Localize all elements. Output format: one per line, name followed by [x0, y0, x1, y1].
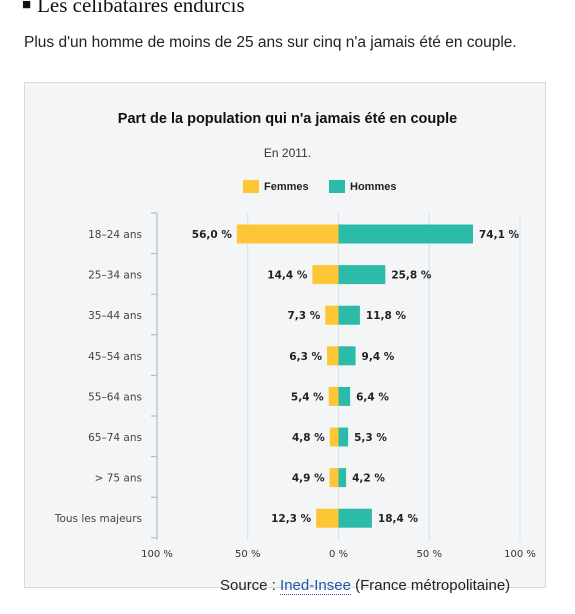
chart-subtitle: En 2011.	[263, 146, 312, 160]
data-label-femmes: 14,4 %	[267, 270, 308, 282]
category-label: 45–54 ans	[88, 351, 142, 363]
chart-container	[24, 82, 546, 588]
section-title-text: Les célibataires endurcis	[37, 0, 245, 17]
bar-femmes	[327, 346, 339, 366]
section-square-icon: ■	[22, 0, 32, 13]
bar-femmes	[325, 305, 339, 325]
bar-hommes	[338, 427, 349, 447]
legend-item-femmes[interactable]: Femmes	[243, 180, 309, 193]
data-label-femmes: 4,9 %	[292, 473, 325, 485]
data-label-femmes: 5,4 %	[291, 391, 324, 403]
data-label-femmes: 7,3 %	[287, 310, 320, 322]
bar-femmes	[236, 224, 339, 244]
data-label-hommes: 9,4 %	[362, 351, 395, 363]
data-label-femmes: 4,8 %	[292, 432, 325, 444]
legend-swatch-femmes	[243, 180, 259, 193]
bar-femmes	[316, 508, 339, 528]
bar-hommes	[338, 224, 473, 244]
bar-femmes	[328, 386, 339, 406]
bar-hommes	[338, 386, 351, 406]
source-prefix: Source :	[220, 577, 281, 594]
bar-hommes	[338, 468, 347, 488]
data-label-hommes: 4,2 %	[352, 473, 385, 485]
legend-label-femmes: Femmes	[264, 180, 309, 193]
x-tick-label: 0 %	[329, 549, 348, 560]
data-label-hommes: 25,8 %	[391, 270, 432, 282]
data-label-femmes: 56,0 %	[192, 229, 233, 241]
lede-text: Plus d'un homme de moins de 25 ans sur c…	[24, 34, 517, 51]
legend-swatch-hommes	[329, 180, 345, 193]
x-tick-label: 100 %	[504, 549, 536, 560]
data-label-femmes: 12,3 %	[271, 513, 312, 525]
legend-item-hommes[interactable]: Hommes	[329, 180, 396, 193]
legend-label-hommes: Hommes	[350, 180, 397, 193]
section-title: ■ Les célibataires endurcis	[22, 0, 245, 18]
bar-femmes	[312, 265, 339, 285]
category-label: 35–44 ans	[88, 310, 142, 322]
x-tick-label: 100 %	[141, 549, 173, 560]
category-label: 18–24 ans	[88, 229, 142, 241]
data-label-hommes: 18,4 %	[378, 513, 419, 525]
data-label-hommes: 5,3 %	[354, 432, 387, 444]
data-label-hommes: 6,4 %	[356, 391, 389, 403]
category-label: 55–64 ans	[88, 391, 142, 403]
x-tick-label: 50 %	[235, 549, 260, 560]
chart-title: Part de la population qui n'a jamais été…	[117, 111, 458, 127]
category-label: 65–74 ans	[88, 432, 142, 444]
category-label: Tous les majeurs	[54, 513, 142, 525]
bar-hommes	[338, 265, 386, 285]
category-label: > 75 ans	[95, 473, 142, 485]
data-label-hommes: 74,1 %	[479, 229, 520, 241]
bar-hommes	[338, 305, 360, 325]
data-label-femmes: 6,3 %	[289, 351, 322, 363]
x-tick-label: 50 %	[417, 549, 442, 560]
bar-femmes	[329, 468, 339, 488]
source-link[interactable]: Ined-Insee	[280, 577, 351, 595]
source-suffix: (France métropolitaine)	[350, 577, 511, 594]
bar-femmes	[329, 427, 339, 447]
bar-hommes	[338, 508, 372, 528]
bar-hommes	[338, 346, 356, 366]
source-line: Source : Ined-Insee (France métropolitai…	[220, 577, 511, 595]
data-label-hommes: 11,8 %	[366, 310, 407, 322]
category-label: 25–34 ans	[88, 270, 142, 282]
